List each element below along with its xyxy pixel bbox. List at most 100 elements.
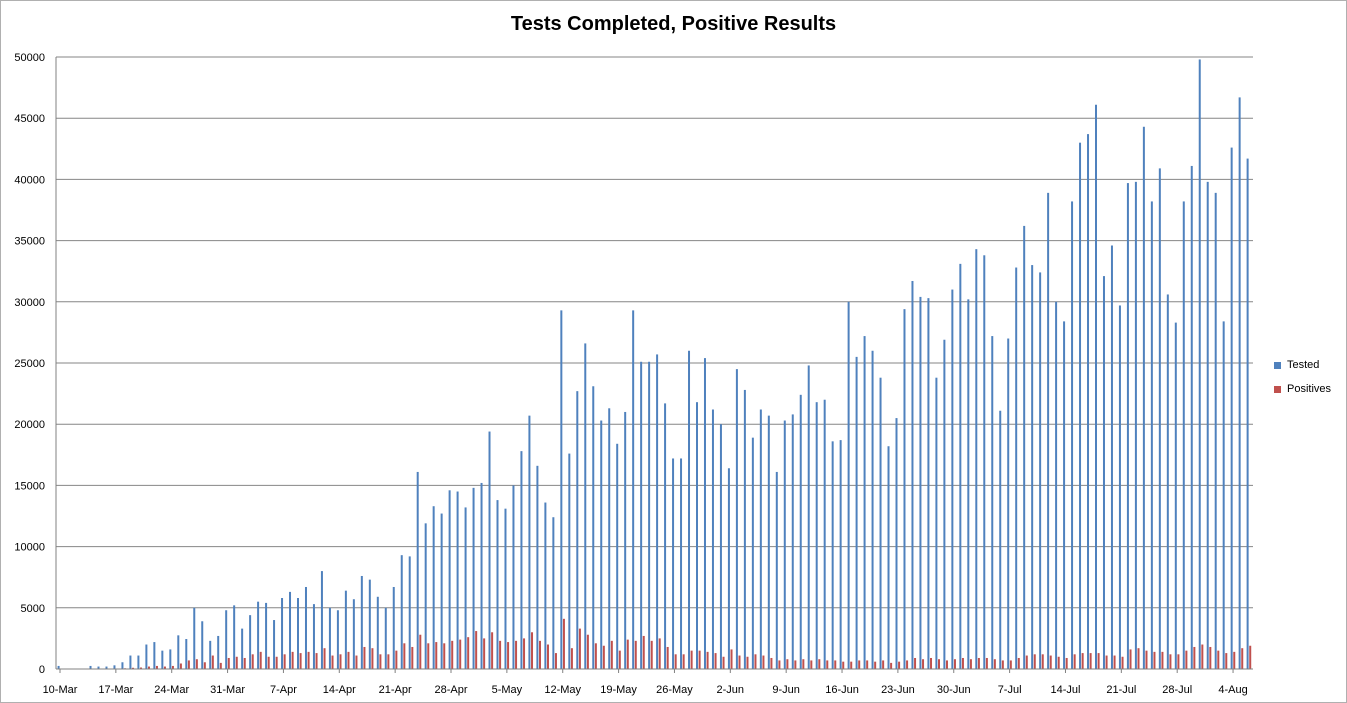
bar-positives-29-May [698,650,701,669]
bar-positives-18-Jul [1097,653,1100,669]
bar-tested-31-May [711,409,714,669]
bar-tested-5-Jul [991,336,994,669]
bar-positives-8-Jul [1017,657,1020,669]
bar-tested-6-Jun [759,409,762,669]
bar-positives-3-Aug [1225,653,1228,669]
bar-positives-16-Jun [842,661,845,669]
bar-tested-9-Apr [297,598,299,669]
bar-tested-20-May [624,411,627,669]
bar-tested-3-May [488,431,491,669]
bar-positives-1-Aug [1209,646,1212,669]
bar-tested-14-Jul [1063,321,1066,669]
y-tick-label: 40000 [14,174,45,186]
x-tick-label: 23-Jun [881,684,915,696]
bar-tested-6-May [512,485,515,669]
bar-tested-14-Apr [336,610,339,669]
x-tick-label: 16-Jun [825,684,859,696]
bar-tested-4-Aug [1230,147,1233,669]
bar-positives-2-Aug [1217,650,1220,669]
bar-tested-17-Jul [1087,134,1090,670]
bar-positives-24-Mar [171,665,174,669]
y-tick-label: 35000 [14,236,45,248]
bar-positives-20-Jun [874,661,877,669]
legend-swatch-tested [1274,361,1281,369]
bar-positives-11-Jun [802,659,805,669]
legend-item-positives: Positives [1274,377,1331,401]
bar-tested-30-May [703,358,706,669]
bar-positives-22-Jun [890,662,893,669]
bar-tested-23-Apr [408,556,411,669]
bar-positives-16-Apr [355,655,358,669]
x-tick-label: 14-Apr [323,684,356,696]
bar-tested-23-Jun [895,418,898,669]
bar-positives-5-Aug [1241,648,1244,669]
bar-tested-28-Jun [935,377,938,669]
bar-tested-27-Jul [1166,294,1169,669]
x-tick-label: 17-Mar [98,684,133,696]
bar-positives-8-May [531,632,534,669]
bar-tested-8-Jul [1015,267,1018,669]
bar-positives-14-May [578,628,581,669]
bar-tested-1-Apr [233,605,236,669]
x-tick-label: 5-May [492,684,523,696]
bar-tested-4-Apr [257,601,260,669]
bar-tested-24-Jun [903,309,906,669]
bar-tested-18-Jul [1095,104,1097,670]
bar-positives-2-Jul [969,659,972,669]
bar-positives-8-Apr [291,651,294,669]
bar-tested-2-Jun [727,468,730,669]
bar-tested-16-Apr [352,599,355,669]
bar-tested-27-Mar [193,607,196,669]
y-tick-label: 5000 [21,603,45,615]
bar-positives-7-Jun [770,657,773,669]
bar-positives-9-Jun [786,659,789,669]
bar-positives-16-May [594,643,597,669]
bar-tested-12-Apr [320,571,323,669]
bar-tested-5-May [504,508,507,669]
bar-tested-16-Mar [105,666,108,669]
bar-positives-30-May [706,651,709,669]
bar-tested-11-Apr [312,604,315,669]
bar-positives-9-May [539,640,541,669]
bar-positives-9-Jul [1025,655,1028,669]
bar-tested-25-Jun [911,280,914,669]
bar-tested-7-Jul [1007,338,1010,669]
bar-positives-7-Jul [1009,660,1012,669]
bar-tested-7-Apr [281,598,284,669]
bar-tested-28-Apr [448,490,451,669]
bar-tested-31-Jul [1198,59,1201,669]
x-tick-label: 28-Apr [434,684,467,696]
bar-positives-1-May [475,631,478,669]
bar-positives-25-May [666,646,669,669]
bar-tested-22-Mar [153,642,156,669]
bar-positives-5-Apr [267,656,270,669]
bar-positives-24-Jun [906,660,909,669]
x-tick-label: 2-Jun [717,684,745,696]
bar-tested-14-Jun [823,399,826,669]
bar-tested-20-Mar [137,655,140,669]
bar-tested-29-Jun [943,339,946,669]
bar-tested-2-Aug [1214,192,1217,670]
bar-positives-23-May [650,640,653,669]
bar-tested-24-Mar [169,649,172,669]
bar-positives-28-Apr [451,640,454,669]
bar-positives-6-Apr [275,656,278,669]
bar-positives-6-Aug [1249,645,1252,669]
bar-positives-3-Jun [738,655,741,669]
bar-positives-5-Jul [993,659,996,669]
bar-positives-29-Apr [459,639,462,669]
bar-tested-16-Jun [839,440,842,669]
bar-tested-31-Mar [225,610,228,669]
bar-positives-14-Jun [826,660,829,669]
legend-label-tested: Tested [1287,359,1320,371]
bar-positives-25-Mar [179,663,182,669]
legend-item-tested: Tested [1274,353,1331,377]
bar-positives-21-May [634,640,637,669]
bar-tested-11-Jul [1039,272,1042,669]
bar-tested-30-Mar [217,635,220,669]
bar-tested-23-Jul [1134,181,1137,669]
bar-positives-4-Apr [259,651,262,669]
bar-tested-9-Jun [783,420,786,669]
bar-tested-29-Mar [209,640,212,669]
bar-positives-27-May [682,654,685,669]
